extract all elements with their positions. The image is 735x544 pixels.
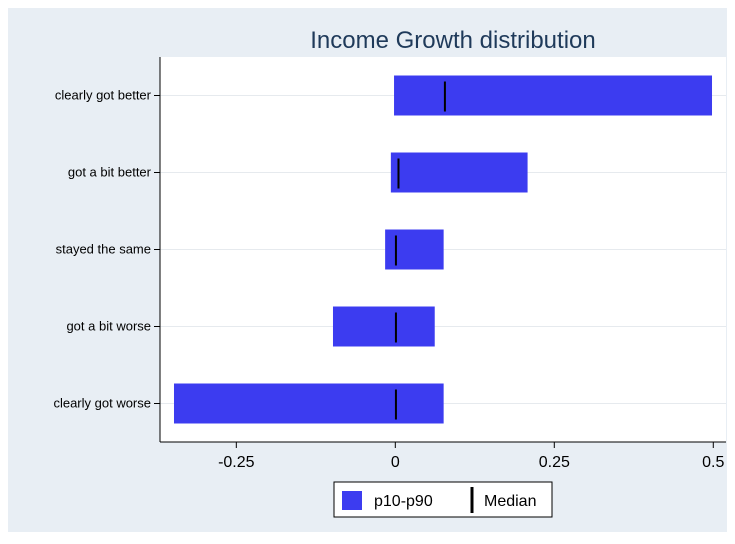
legend-box [333,481,553,518]
x-tick-label: -0.25 [218,454,255,471]
y-tick-label: got a bit better [68,165,152,180]
x-tick-label: 0.5 [702,454,724,471]
legend-swatch-range [342,491,362,510]
y-tick-label: stayed the same [56,242,151,257]
range-bar [173,383,444,424]
y-tick-label: clearly got worse [53,396,151,411]
range-bar [332,306,435,347]
chart-title: Income Growth distribution [310,27,595,54]
legend-label-median: Median [484,493,536,510]
range-bar [390,152,528,193]
y-tick-label: clearly got better [55,88,152,103]
legend-label-range: p10-p90 [374,493,433,510]
range-bar [394,75,713,116]
range-bar [385,229,444,270]
y-tick-label: got a bit worse [66,319,151,334]
x-tick-label: 0.25 [539,454,570,471]
x-tick-label: 0 [391,454,400,471]
